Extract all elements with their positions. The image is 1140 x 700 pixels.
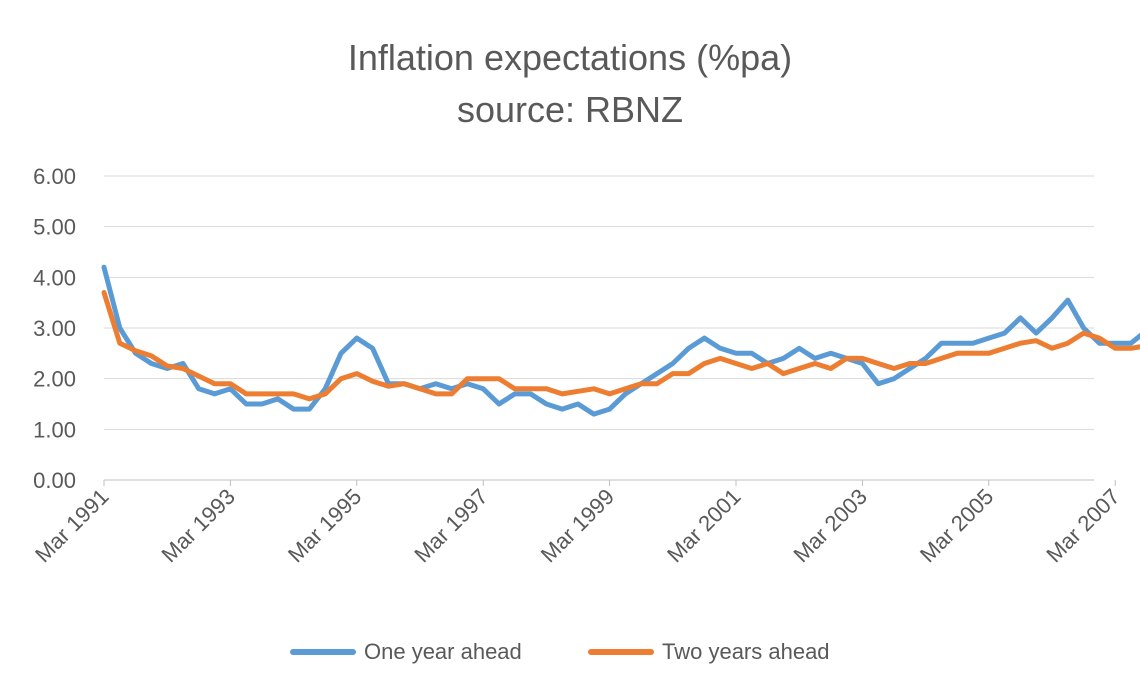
series-line-one-year — [101, 264, 1140, 417]
legend: One year ahead Two years ahead — [0, 634, 1140, 670]
x-tick-label: Mar 1995 — [283, 484, 366, 567]
legend-swatch-one-year — [290, 649, 356, 655]
y-tick-label: 4.00 — [33, 265, 76, 290]
y-tick-label: 3.00 — [33, 316, 76, 341]
y-tick-label: 2.00 — [33, 367, 76, 392]
y-tick-label: 6.00 — [33, 164, 76, 189]
x-tick-label: Mar 2005 — [915, 484, 998, 567]
legend-swatch-two-years — [588, 649, 654, 655]
gridlines — [104, 175, 1094, 481]
legend-item-two-years: Two years ahead — [588, 634, 830, 670]
x-tick-label: Mar 2007 — [1041, 484, 1124, 567]
legend-item-one-year: One year ahead — [290, 634, 522, 670]
legend-label-one-year: One year ahead — [364, 639, 522, 664]
series-lines — [101, 264, 1140, 417]
x-tick-label: Mar 2001 — [662, 484, 745, 567]
x-tick-label: Mar 1997 — [409, 484, 492, 567]
x-tick-label: Mar 1999 — [536, 484, 619, 567]
y-tick-label: 5.00 — [33, 215, 76, 240]
x-tick-label: Mar 2003 — [789, 484, 872, 567]
y-tick-label: 0.00 — [33, 468, 76, 493]
series-line-two-years — [101, 290, 1140, 402]
y-axis: 0.00 1.00 2.00 3.00 4.00 5.00 6.00 — [33, 164, 76, 493]
x-tick-label: Mar 1993 — [157, 484, 240, 567]
chart-title: Inflation expectations (%pa) — [347, 37, 793, 78]
legend-label-two-years: Two years ahead — [662, 639, 830, 664]
x-axis: Mar 1991 Mar 1993 Mar 1995 Mar 1997 Mar 1999… — [30, 480, 1125, 567]
y-tick-label: 1.00 — [33, 417, 76, 442]
chart-subtitle: source: RBNZ — [456, 89, 684, 130]
x-tick-label: Mar 1991 — [30, 484, 113, 567]
